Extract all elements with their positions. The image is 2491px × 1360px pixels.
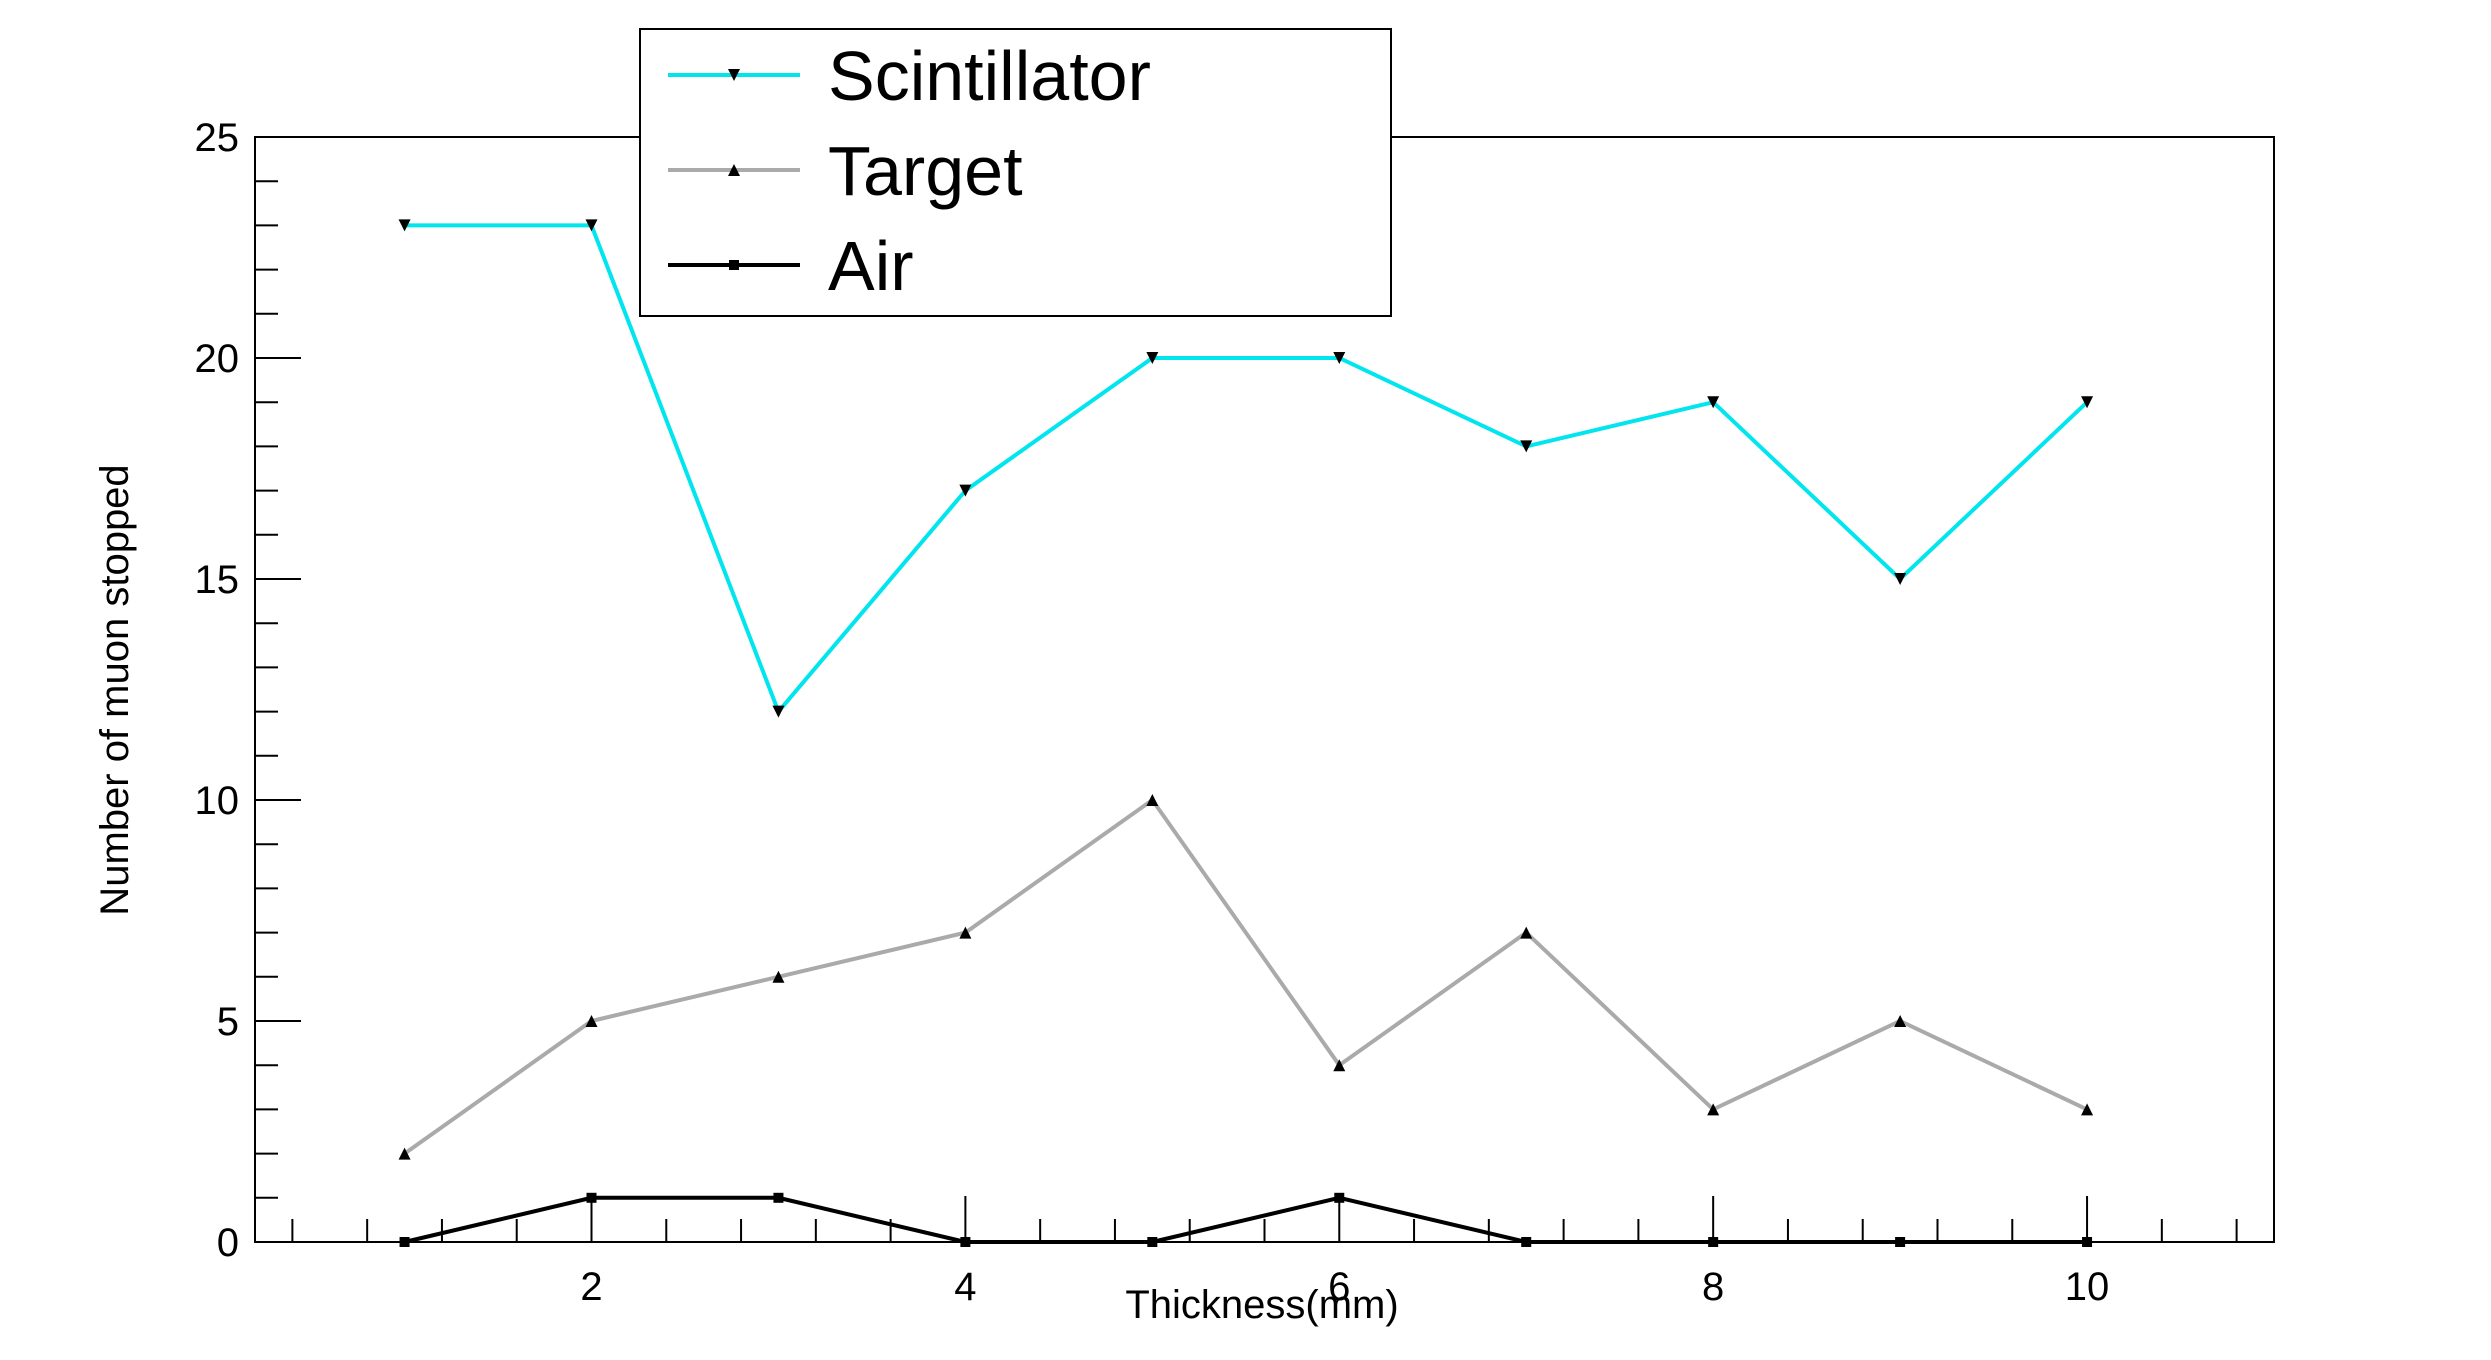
data-point-scintillator <box>398 219 411 232</box>
data-point-scintillator <box>2081 396 2094 409</box>
series-line-air <box>404 1195 2088 1244</box>
data-point-scintillator <box>1146 352 1159 364</box>
x-tick-label: 6 <box>1328 1265 1350 1309</box>
data-point-scintillator <box>1520 440 1533 453</box>
data-point-target <box>585 1015 598 1027</box>
y-axis-title: Number of muon stopped <box>93 464 137 915</box>
axis-layer: 0 5 10 15 20 25 2 4 6 8 10 <box>195 116 2275 1309</box>
data-point-air <box>773 1192 784 1203</box>
y-tick-label: 10 <box>195 779 240 823</box>
data-point-scintillator <box>959 484 972 497</box>
x-tick-label: 2 <box>580 1265 602 1309</box>
legend-marker-target <box>728 164 740 176</box>
data-point-target <box>2081 1103 2094 1116</box>
data-point-target <box>772 970 785 983</box>
x-tick-label: 10 <box>2065 1265 2110 1309</box>
x-tick-label: 8 <box>1702 1265 1724 1309</box>
data-point-target <box>959 926 972 939</box>
data-point-scintillator <box>585 219 598 232</box>
data-point-scintillator <box>1707 396 1720 409</box>
data-point-scintillator <box>1894 573 1907 585</box>
data-point-target <box>1894 1015 1907 1027</box>
x-tick-label: 4 <box>954 1265 976 1309</box>
legend: Scintillator Target Air <box>639 28 1392 317</box>
data-point-target <box>1520 926 1533 939</box>
x-axis-title: Thickness(mm) <box>1125 1283 1398 1327</box>
series-line-scintillator <box>404 223 2089 716</box>
y-tick-label: 15 <box>195 558 240 602</box>
data-point-target <box>1333 1059 1346 1072</box>
legend-label-air: Air <box>828 227 914 305</box>
legend-marker-scintillator <box>728 69 740 81</box>
legend-label-target: Target <box>828 132 1023 210</box>
data-point-target <box>398 1147 411 1160</box>
data-point-target <box>1707 1103 1720 1116</box>
data-point-scintillator <box>772 705 785 718</box>
data-point-target <box>1146 794 1159 806</box>
y-tick-label: 20 <box>195 337 240 381</box>
data-point-scintillator <box>1333 352 1346 364</box>
series-layer <box>398 219 2094 1247</box>
y-tick-label: 5 <box>217 1000 239 1044</box>
series-line-target <box>403 797 2088 1156</box>
legend-marker-air <box>729 260 739 270</box>
y-tick-label: 0 <box>217 1221 239 1265</box>
legend-label-scintillator: Scintillator <box>828 37 1151 115</box>
y-tick-label: 25 <box>195 116 240 160</box>
